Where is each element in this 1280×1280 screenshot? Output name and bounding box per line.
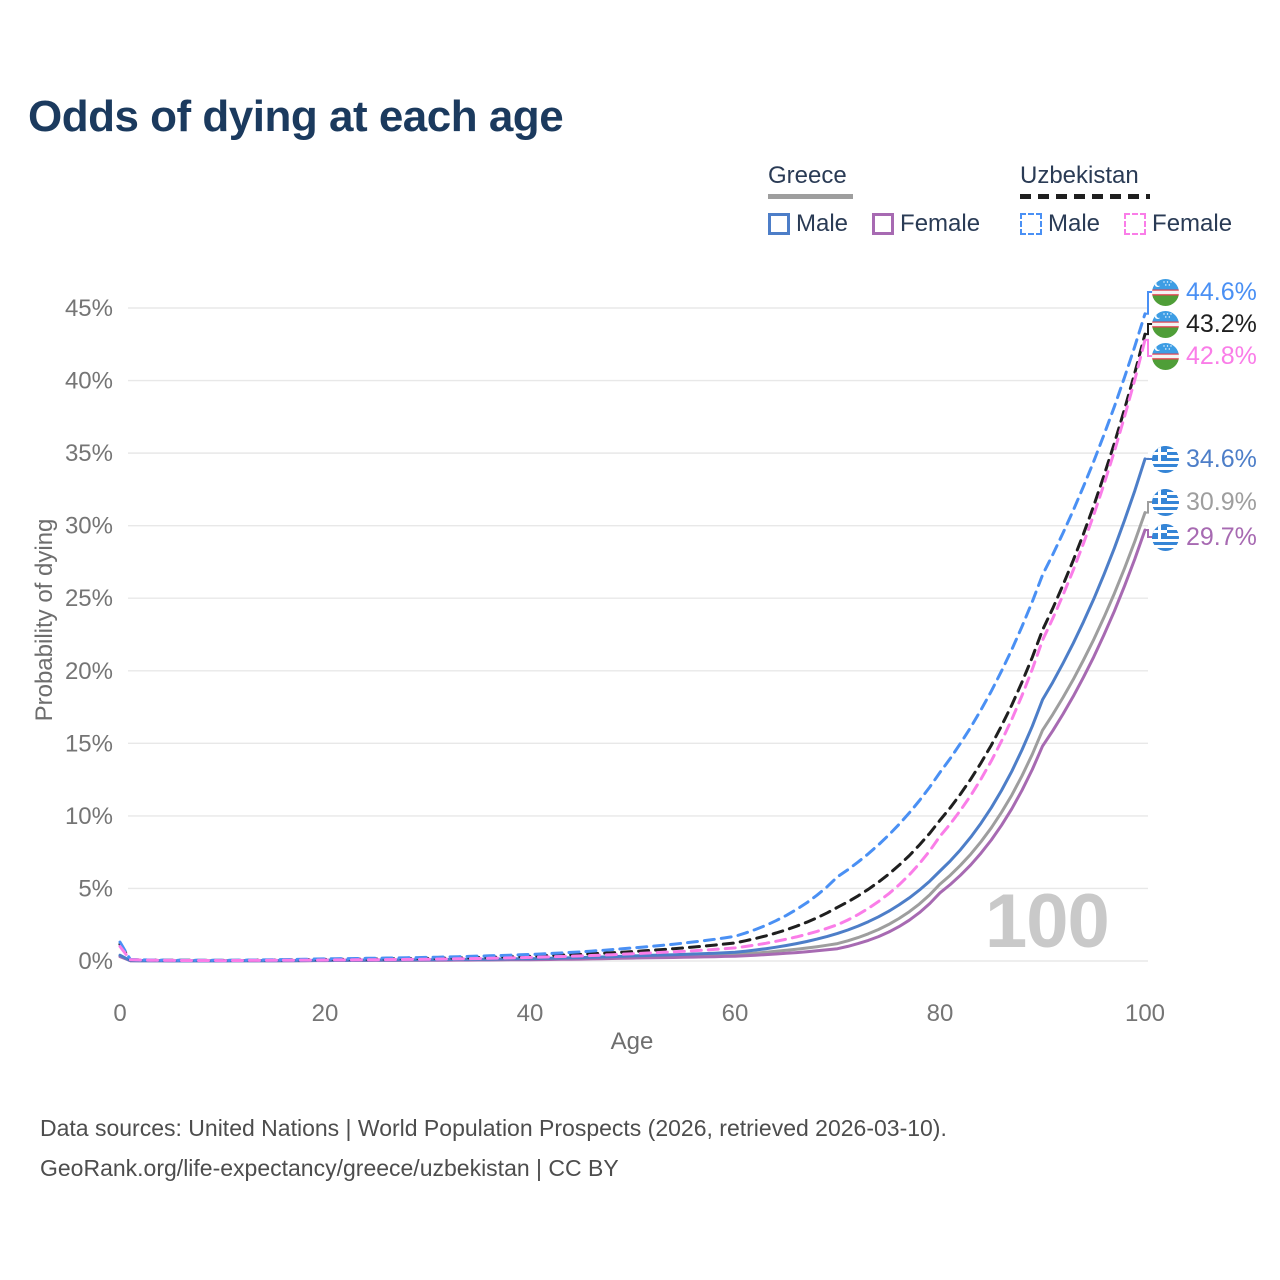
legend-item-label: Female <box>1152 210 1233 237</box>
svg-text:80: 80 <box>927 1000 954 1027</box>
legend-country-greece: Greece <box>768 162 847 189</box>
greece-flag-icon <box>1152 524 1179 551</box>
uzbekistan-male-swatch <box>1020 213 1042 235</box>
greece-flag-icon <box>1152 489 1179 516</box>
greece-female-swatch <box>872 213 895 235</box>
uzbekistan-dashed-line-swatch <box>1020 194 1150 199</box>
svg-text:30%: 30% <box>65 513 113 540</box>
y-axis-title: Probability of dying <box>31 518 58 722</box>
legend-row-greece: Male Female <box>768 210 980 238</box>
uzbekistan-female-swatch <box>1124 213 1147 235</box>
footer-line-2: GeoRank.org/life-expectancy/greece/uzbek… <box>40 1155 619 1181</box>
end-label-greece-female: 29.7% <box>1152 523 1257 551</box>
end-label-value: 29.7% <box>1186 522 1257 551</box>
end-label-greece-both: 30.9% <box>1152 488 1257 516</box>
svg-text:40: 40 <box>517 1000 544 1027</box>
legend-item-uzbekistan-female[interactable]: Female <box>1124 210 1232 238</box>
svg-text:20: 20 <box>312 1000 339 1027</box>
end-label-uzbekistan-both: 43.2% <box>1152 310 1257 338</box>
page-title: Odds of dying at each age <box>28 92 564 141</box>
end-label-uzbekistan-male: 44.6% <box>1152 278 1257 306</box>
end-label-value: 44.6% <box>1186 277 1257 306</box>
svg-text:35%: 35% <box>65 440 113 467</box>
legend-country-uzbekistan: Uzbekistan <box>1020 162 1139 189</box>
uzbekistan-flag-icon <box>1152 279 1179 306</box>
svg-text:10%: 10% <box>65 803 113 830</box>
data-source-footer: Data sources: United Nations | World Pop… <box>40 1108 947 1188</box>
greece-flag-icon <box>1152 446 1179 473</box>
svg-text:40%: 40% <box>65 368 113 395</box>
svg-text:20%: 20% <box>65 658 113 685</box>
svg-text:60: 60 <box>722 1000 749 1027</box>
svg-text:0%: 0% <box>78 948 113 975</box>
end-label-value: 34.6% <box>1186 444 1257 473</box>
svg-text:0: 0 <box>113 1000 126 1027</box>
legend-item-label: Female <box>900 210 981 237</box>
legend-item-greece-female[interactable]: Female <box>872 210 980 238</box>
uzbekistan-flag-icon <box>1152 311 1179 338</box>
legend-item-label: Male <box>796 210 849 237</box>
svg-text:5%: 5% <box>78 875 113 902</box>
footer-line-1: Data sources: United Nations | World Pop… <box>40 1115 947 1141</box>
legend-row-uzbekistan: Male Female <box>1020 210 1232 238</box>
end-label-value: 30.9% <box>1186 487 1257 516</box>
greece-male-swatch <box>768 213 790 235</box>
legend-group-uzbekistan: Uzbekistan Male Female <box>1020 162 1232 238</box>
greece-solid-line-swatch <box>768 194 853 199</box>
uzbekistan-flag-icon <box>1152 343 1179 370</box>
svg-text:100: 100 <box>1125 1000 1165 1027</box>
end-label-greece-male: 34.6% <box>1152 445 1257 473</box>
age-counter-watermark: 100 <box>985 879 1110 964</box>
svg-text:45%: 45% <box>65 295 113 322</box>
legend-group-greece: Greece Male Female <box>768 162 980 238</box>
legend-item-uzbekistan-male[interactable]: Male <box>1020 210 1100 238</box>
legend-item-label: Male <box>1048 210 1101 237</box>
legend-item-greece-male[interactable]: Male <box>768 210 848 238</box>
end-label-value: 43.2% <box>1186 309 1257 338</box>
x-axis-title: Age <box>610 1028 654 1055</box>
svg-text:25%: 25% <box>65 585 113 612</box>
end-label-uzbekistan-female: 42.8% <box>1152 342 1257 370</box>
end-label-value: 42.8% <box>1186 341 1257 370</box>
svg-text:15%: 15% <box>65 730 113 757</box>
